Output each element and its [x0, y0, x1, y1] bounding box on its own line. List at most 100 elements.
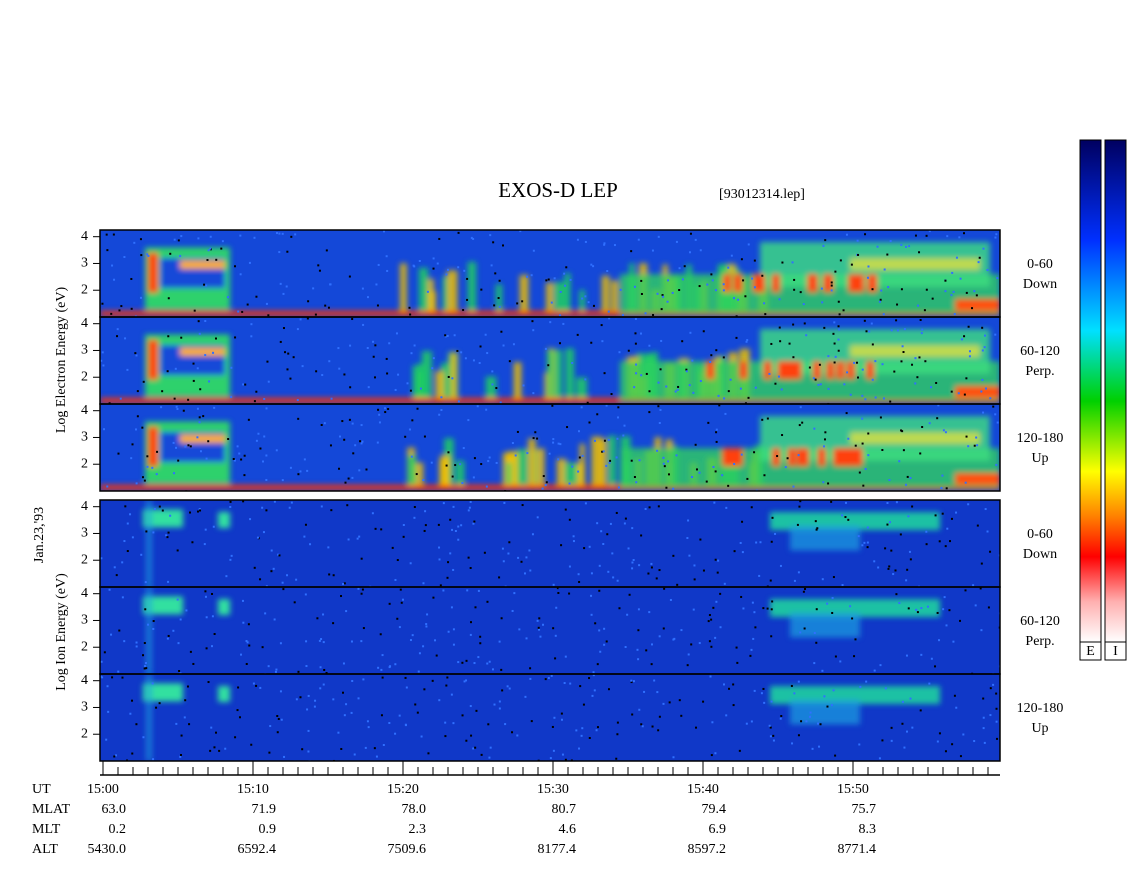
- noise: [456, 349, 459, 352]
- noise: [377, 408, 380, 411]
- noise: [878, 300, 881, 303]
- noise: [248, 261, 251, 264]
- noise: [711, 279, 714, 282]
- noise: [741, 551, 744, 554]
- noise: [249, 518, 252, 521]
- noise: [274, 670, 277, 673]
- noise: [405, 686, 408, 689]
- noise: [570, 759, 573, 761]
- noise: [772, 734, 775, 737]
- noise: [724, 412, 727, 415]
- noise: [112, 233, 115, 236]
- noise: [809, 711, 812, 714]
- noise: [447, 630, 450, 633]
- noise: [304, 523, 307, 526]
- noise: [900, 360, 903, 363]
- noise: [314, 313, 317, 316]
- noise: [690, 643, 693, 646]
- noise: [963, 393, 966, 396]
- panel-features: [143, 500, 940, 587]
- noise: [467, 509, 470, 512]
- noise: [409, 562, 412, 565]
- feature: [800, 448, 809, 467]
- noise: [861, 417, 864, 420]
- noise: [111, 264, 114, 267]
- noise: [329, 444, 332, 447]
- noise: [964, 481, 967, 484]
- noise: [295, 578, 298, 581]
- noise: [375, 755, 378, 758]
- noise: [248, 644, 251, 647]
- noise: [957, 392, 960, 395]
- noise: [350, 640, 353, 643]
- noise: [667, 460, 670, 463]
- noise: [410, 352, 413, 355]
- noise: [744, 295, 747, 298]
- noise: [378, 421, 381, 424]
- noise: [379, 633, 382, 636]
- noise: [669, 598, 672, 601]
- noise: [603, 439, 606, 442]
- noise: [173, 472, 176, 475]
- noise: [827, 482, 830, 485]
- noise: [925, 530, 928, 533]
- noise: [386, 269, 389, 272]
- noise: [366, 720, 369, 723]
- noise: [358, 469, 361, 472]
- noise: [656, 691, 659, 694]
- noise: [144, 608, 147, 611]
- noise: [979, 587, 982, 590]
- noise: [282, 588, 285, 591]
- noise: [857, 376, 860, 379]
- noise: [385, 255, 388, 258]
- noise: [475, 709, 478, 712]
- noise: [960, 338, 963, 341]
- noise: [739, 541, 742, 544]
- noise: [321, 374, 324, 377]
- noise: [265, 478, 268, 481]
- noise: [557, 458, 560, 461]
- noise: [994, 236, 997, 239]
- noise: [516, 302, 519, 305]
- noise: [119, 397, 122, 400]
- noise: [845, 412, 848, 415]
- noise: [834, 270, 837, 273]
- noise: [631, 567, 634, 570]
- noise: [438, 699, 441, 702]
- noise: [722, 356, 725, 359]
- noise: [348, 418, 351, 421]
- noise: [130, 307, 133, 310]
- feature: [546, 282, 554, 311]
- noise: [457, 400, 460, 403]
- noise: [707, 620, 710, 623]
- noise: [267, 665, 270, 668]
- noise: [712, 606, 715, 609]
- noise: [339, 435, 342, 438]
- noise: [603, 243, 606, 246]
- noise: [571, 361, 574, 364]
- noise: [547, 278, 550, 281]
- noise: [350, 711, 353, 714]
- noise: [972, 584, 975, 587]
- panel-angle: 0-60: [1027, 527, 1053, 542]
- feature: [180, 347, 225, 356]
- noise: [708, 640, 711, 643]
- noise: [590, 341, 593, 344]
- noise: [771, 600, 774, 603]
- noise: [413, 344, 416, 347]
- noise: [376, 441, 379, 444]
- noise: [618, 607, 621, 610]
- noise: [802, 303, 805, 306]
- noise: [325, 249, 328, 252]
- noise: [616, 721, 619, 724]
- noise: [262, 531, 265, 534]
- noise: [884, 547, 887, 550]
- noise: [739, 387, 742, 390]
- ut-tick-label: 15:40: [687, 782, 719, 797]
- noise: [253, 400, 256, 403]
- noise: [874, 396, 877, 399]
- feature: [955, 386, 1000, 398]
- noise: [552, 438, 555, 441]
- noise: [192, 379, 195, 382]
- noise: [879, 298, 882, 301]
